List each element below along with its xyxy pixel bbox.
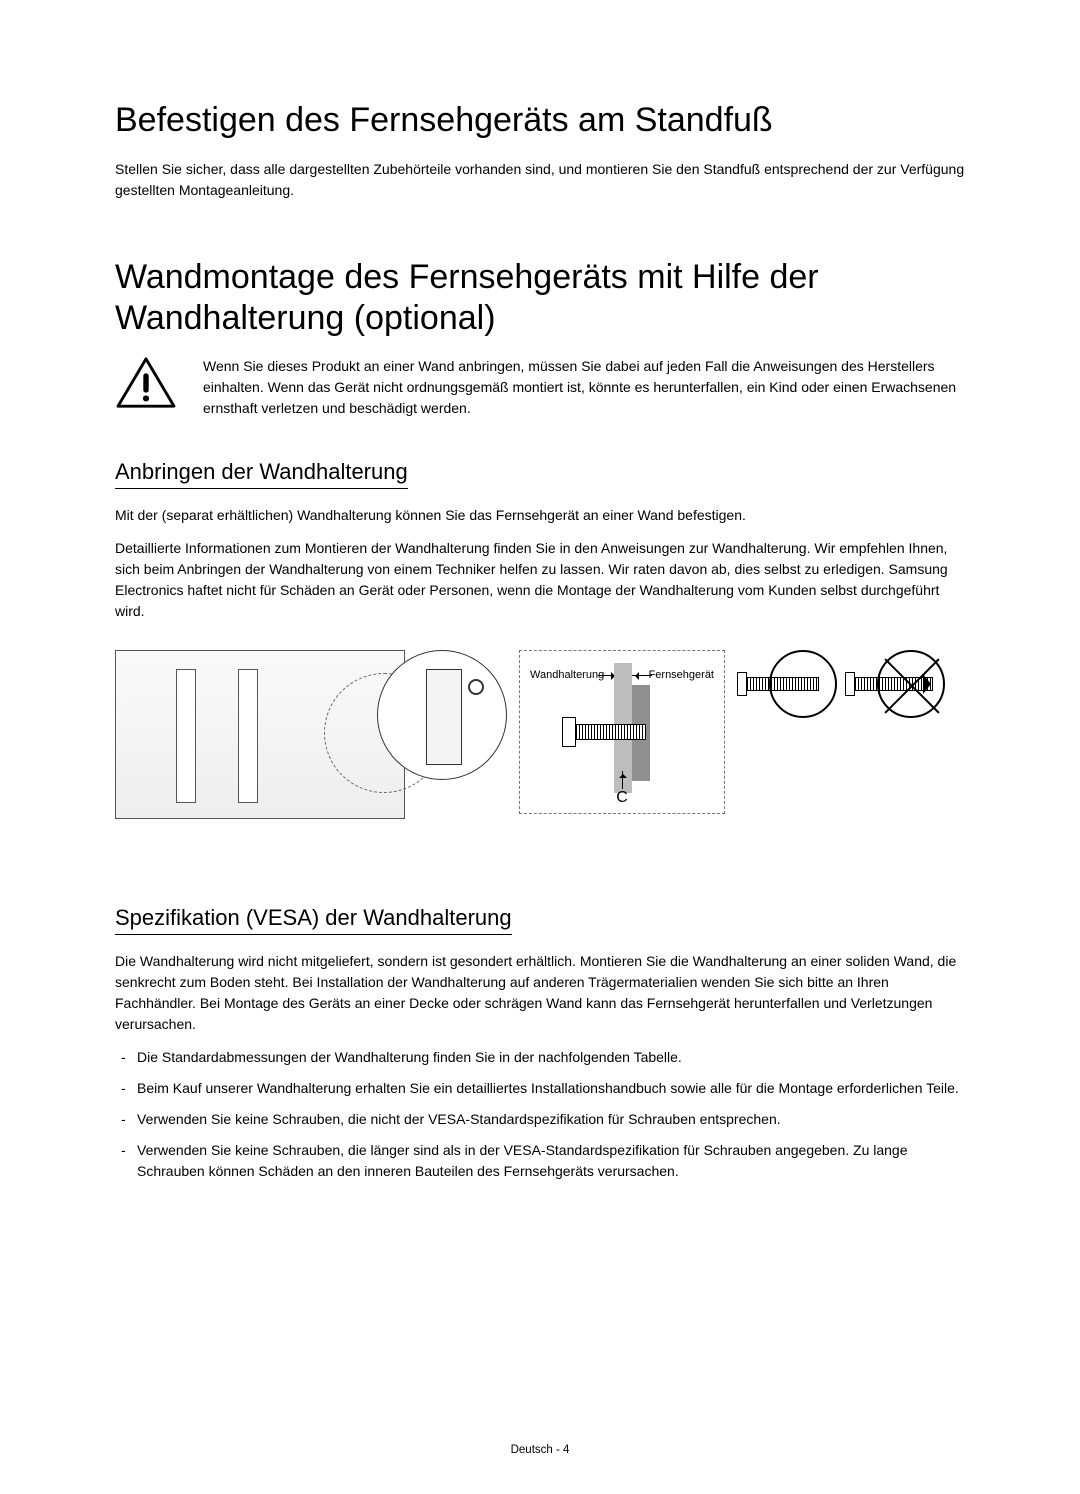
label-wandhalterung: Wandhalterung — [530, 669, 604, 681]
paragraph-standfuss: Stellen Sie sicher, dass alle dargestell… — [115, 159, 965, 201]
figure-block: Wandhalterung Fernsehgerät C — [115, 650, 965, 819]
cross-section-illustration: Wandhalterung Fernsehgerät C — [519, 650, 725, 814]
warning-block: Wenn Sie dieses Produkt an einer Wand an… — [115, 356, 965, 419]
spezifikation-list: Die Standardabmessungen der Wandhalterun… — [115, 1047, 965, 1182]
heading-wandmontage: Wandmontage des Fernsehgeräts mit Hilfe … — [115, 257, 965, 339]
screw-ok-illustration — [737, 650, 837, 718]
tv-back-illustration — [115, 650, 405, 819]
list-item: Verwenden Sie keine Schrauben, die nicht… — [115, 1109, 965, 1130]
list-item: Die Standardabmessungen der Wandhalterun… — [115, 1047, 965, 1068]
list-item: Beim Kauf unserer Wandhalterung erhalten… — [115, 1078, 965, 1099]
heading-spezifikation: Spezifikation (VESA) der Wandhalterung — [115, 905, 512, 935]
page-footer: Deutsch - 4 — [0, 1444, 1080, 1456]
list-item: Verwenden Sie keine Schrauben, die länge… — [115, 1140, 965, 1182]
label-fernsehgeraet: Fernsehgerät — [649, 669, 714, 681]
zoom-detail-illustration — [377, 650, 507, 780]
screw-comparison — [737, 650, 945, 718]
anbringen-p2: Detaillierte Informationen zum Montieren… — [115, 538, 965, 622]
screw-not-ok-illustration — [845, 650, 945, 718]
label-c: C — [616, 789, 628, 807]
spezifikation-p1: Die Wandhalterung wird nicht mitgeliefer… — [115, 951, 965, 1035]
anbringen-p1: Mit der (separat erhältlichen) Wandhalte… — [115, 505, 965, 526]
warning-icon — [115, 356, 177, 415]
warning-text: Wenn Sie dieses Produkt an einer Wand an… — [203, 356, 965, 419]
heading-anbringen: Anbringen der Wandhalterung — [115, 459, 408, 489]
heading-standfuss: Befestigen des Fernsehgeräts am Standfuß — [115, 100, 965, 141]
